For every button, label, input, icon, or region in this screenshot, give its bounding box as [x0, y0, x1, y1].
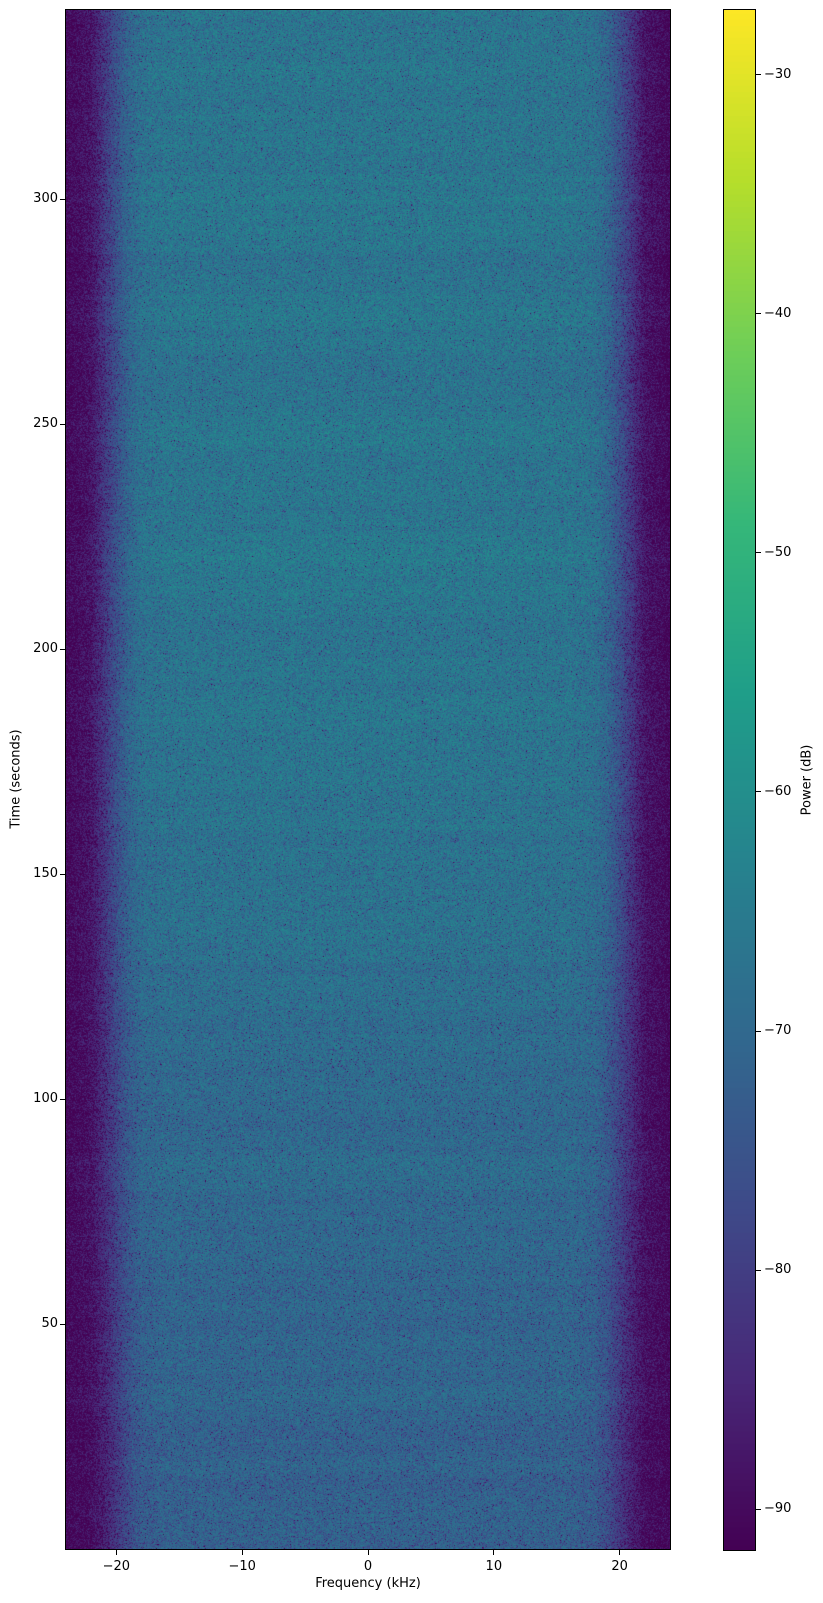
y-tick-label: 50: [41, 1316, 58, 1331]
y-tick: [60, 648, 66, 650]
y-tick-label: 200: [33, 641, 58, 656]
colorbar-tick-label: −50: [764, 544, 792, 560]
y-tick: [60, 1323, 66, 1325]
colorbar-tick: [755, 74, 761, 76]
y-tick-label: 250: [33, 416, 58, 431]
colorbar-tick: [755, 1508, 761, 1510]
colorbar-tick-label: −80: [764, 1262, 792, 1278]
spectrogram-heatmap: [66, 10, 670, 1549]
y-axis-label: Time (seconds): [8, 729, 24, 829]
y-tick-label: 100: [33, 1091, 58, 1106]
y-tick: [60, 873, 66, 875]
colorbar-tick-label: −60: [764, 783, 792, 799]
x-axis-label: Frequency (kHz): [315, 1576, 421, 1591]
colorbar-label: Power (dB): [799, 744, 815, 816]
colorbar-tick: [755, 313, 761, 315]
x-tick-label: −20: [102, 1559, 131, 1574]
x-tick: [241, 1549, 243, 1555]
x-tick-label: 0: [363, 1559, 373, 1574]
y-tick: [60, 198, 66, 200]
x-tick: [493, 1549, 495, 1555]
x-tick: [367, 1549, 369, 1555]
colorbar-tick-label: −70: [764, 1023, 792, 1039]
colorbar-tick-label: −90: [764, 1501, 792, 1517]
colorbar-tick-label: −30: [764, 66, 792, 82]
colorbar-tick: [755, 1269, 761, 1271]
colorbar-tick-label: −40: [764, 305, 792, 321]
colorbar-tick: [755, 1030, 761, 1032]
y-tick-label: 150: [33, 866, 58, 881]
x-tick-label: 20: [611, 1559, 628, 1574]
y-tick: [60, 423, 66, 425]
x-tick-label: 10: [485, 1559, 503, 1574]
x-tick: [619, 1549, 621, 1555]
colorbar-tick: [755, 791, 761, 793]
colorbar: [724, 10, 755, 1550]
colorbar-tick: [755, 552, 761, 554]
y-tick-label: 300: [33, 191, 58, 206]
x-tick: [115, 1549, 117, 1555]
y-tick: [60, 1098, 66, 1100]
x-tick-label: −10: [228, 1559, 256, 1574]
